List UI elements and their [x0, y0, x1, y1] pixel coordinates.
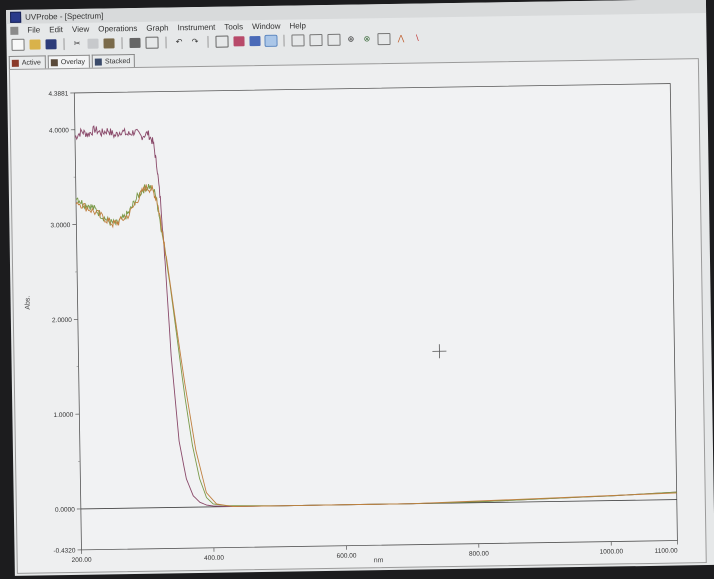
valley-icon[interactable]: ⋀ — [397, 33, 405, 43]
data-print-icon[interactable] — [309, 34, 323, 47]
x-tick-label: 1000.00 — [600, 548, 624, 555]
x-tick-label: 400.00 — [204, 555, 224, 562]
toolbar-separator — [165, 36, 167, 49]
menu-edit[interactable]: Edit — [49, 25, 64, 35]
tab-label: Stacked — [104, 57, 131, 65]
app-icon — [10, 11, 22, 23]
print-icon[interactable] — [129, 37, 141, 49]
menu-operations[interactable]: Operations — [98, 23, 138, 34]
redo-icon[interactable]: ↷ — [191, 36, 199, 47]
toolbar-separator — [121, 37, 123, 50]
point-pick-icon[interactable] — [291, 34, 305, 47]
peak-icon[interactable] — [377, 32, 391, 46]
peak-pick-icon[interactable] — [264, 34, 278, 47]
menu-tools[interactable]: Tools — [224, 22, 244, 32]
spectrum-icon — [11, 59, 19, 67]
menu-file[interactable]: File — [27, 25, 41, 35]
print-preview-icon[interactable] — [145, 36, 159, 49]
menu-help[interactable]: Help — [289, 21, 307, 31]
pan-icon[interactable] — [233, 36, 245, 47]
open-icon[interactable] — [29, 39, 41, 50]
x-tick-label: 800.00 — [469, 550, 489, 557]
toolbar-separator — [207, 35, 209, 48]
tab-stacked[interactable]: Stacked — [91, 53, 136, 68]
overlay-icon — [50, 58, 58, 66]
tab-overlay[interactable]: Overlay — [47, 54, 91, 69]
new-icon[interactable] — [11, 38, 25, 51]
y-tick-label: 0.0000 — [55, 507, 75, 514]
y-tick-label: 2.0000 — [52, 317, 72, 324]
connect-icon[interactable] — [327, 33, 341, 46]
tab-label: Overlay — [60, 58, 86, 66]
document-icon[interactable] — [10, 26, 19, 35]
cut-icon[interactable]: ✂ — [73, 38, 81, 48]
spectrum-plot-panel[interactable]: 4.3881 4.0000 3.0000 2.0000 1.0000 0.0000 -0.4… — [8, 58, 707, 574]
tab-active[interactable]: Active — [8, 55, 46, 69]
y-tick-label: -0.4320 — [53, 547, 76, 554]
spectrum-chart[interactable]: 4.3881 4.0000 3.0000 2.0000 1.0000 0.0000 -0.4… — [10, 59, 706, 573]
menu-window[interactable]: Window — [251, 21, 281, 32]
paste-icon[interactable] — [103, 38, 115, 49]
spectrum-series-line — [75, 184, 677, 507]
tab-label: Active — [21, 58, 41, 67]
window-title: UVProbe - [Spectrum] — [25, 10, 104, 22]
manipulate-icon[interactable]: ⊗ — [363, 34, 371, 44]
save-icon[interactable] — [45, 39, 57, 50]
y-tick-label: 4.0000 — [49, 127, 69, 134]
monitor-screen: UVProbe - [Spectrum] File Edit View Oper… — [6, 0, 714, 576]
y-tick-label: 1.0000 — [53, 412, 73, 419]
properties-icon[interactable]: ⊕ — [347, 34, 355, 44]
spectrum-series-line — [74, 125, 677, 508]
spectrum-series-line — [75, 183, 677, 507]
crosshair-cursor-icon — [432, 344, 447, 359]
menu-graph[interactable]: Graph — [146, 23, 169, 33]
plot-area — [73, 83, 678, 551]
cursor-icon[interactable] — [249, 36, 261, 47]
x-axis-label: nm — [374, 557, 384, 564]
toolbar-separator — [283, 34, 285, 47]
menu-view[interactable]: View — [71, 24, 90, 34]
y-axis-label: Abs. — [24, 296, 31, 310]
menu-instrument[interactable]: Instrument — [177, 22, 216, 33]
zoom-icon[interactable] — [215, 35, 229, 48]
derivative-icon[interactable]: ∖ — [414, 33, 420, 43]
x-tick-label: 600.00 — [337, 553, 357, 560]
x-tick-label: 200.00 — [72, 557, 92, 564]
copy-icon[interactable] — [87, 38, 99, 49]
toolbar-separator — [63, 38, 65, 51]
undo-icon[interactable]: ↶ — [175, 37, 183, 47]
x-tick-label: 1100.00 — [655, 548, 679, 555]
y-tick-label: 3.0000 — [50, 222, 70, 229]
stacked-icon — [94, 57, 103, 66]
y-tick-label: 4.3881 — [48, 91, 68, 98]
